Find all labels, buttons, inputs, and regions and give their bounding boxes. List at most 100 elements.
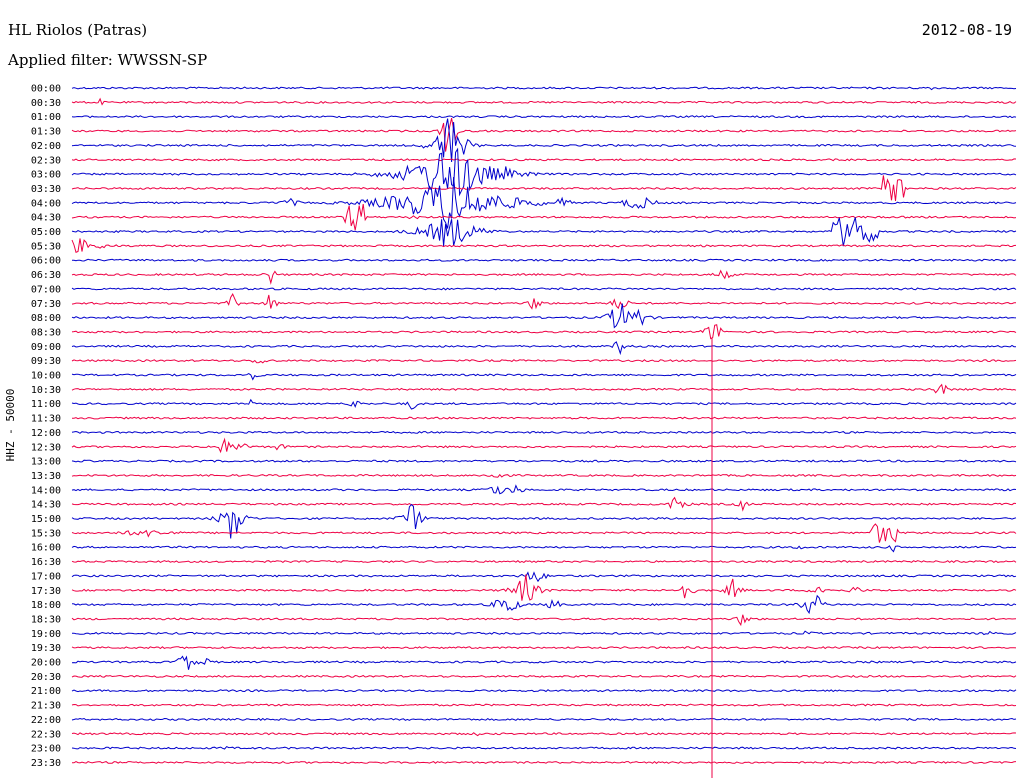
trace-row (71, 674, 1017, 678)
trace-row (71, 118, 1017, 163)
trace-row (71, 614, 1017, 627)
trace-row (71, 437, 1017, 454)
trace-row (71, 416, 1017, 420)
row-time-label: 20:30 (31, 672, 61, 683)
trace-row (71, 430, 1017, 434)
trace-row (71, 97, 1017, 106)
trace-row (71, 560, 1017, 564)
filter-label: Applied filter: WWSSN-SP (8, 51, 208, 69)
trace-row (71, 760, 1017, 764)
trace-row (71, 383, 1017, 394)
row-time-label: 17:30 (31, 586, 61, 597)
row-time-label: 23:30 (31, 758, 61, 769)
trace-row (71, 359, 1017, 364)
trace-row (71, 594, 1017, 615)
row-time-label: 08:30 (31, 327, 61, 338)
row-time-label: 21:30 (31, 701, 61, 712)
row-time-label: 13:00 (31, 457, 61, 468)
trace-row (71, 717, 1017, 721)
trace-row (71, 269, 1017, 285)
trace-row (71, 117, 1017, 152)
trace-row (71, 341, 1017, 356)
trace-row (71, 630, 1017, 636)
row-time-label: 11:00 (31, 399, 61, 410)
trace-row (71, 496, 1017, 512)
trace-row (71, 158, 1017, 162)
trace-row (71, 217, 1017, 247)
row-time-label: 09:00 (31, 342, 61, 353)
row-time-label: 16:00 (31, 543, 61, 554)
row-time-label: 21:00 (31, 686, 61, 697)
row-time-label: 18:00 (31, 600, 61, 611)
trace-row (71, 655, 1017, 670)
trace-row (71, 703, 1017, 707)
row-time-label: 07:00 (31, 284, 61, 295)
row-time-label: 04:30 (31, 213, 61, 224)
row-time-label: 20:00 (31, 658, 61, 669)
trace-row (71, 238, 1017, 253)
trace-row (71, 175, 1017, 201)
trace-row (71, 324, 1017, 340)
trace-row (71, 373, 1017, 381)
trace-row (71, 303, 1017, 329)
row-time-label: 00:00 (31, 84, 61, 95)
row-time-label: 10:30 (31, 385, 61, 396)
trace-row (71, 689, 1017, 693)
trace-row (71, 176, 1017, 229)
row-time-label: 23:00 (31, 744, 61, 755)
trace-row (71, 545, 1017, 553)
row-time-label: 22:00 (31, 715, 61, 726)
row-time-label: 14:00 (31, 485, 61, 496)
row-time-label: 06:00 (31, 256, 61, 267)
trace-row (71, 287, 1017, 291)
row-time-label: 01:00 (31, 112, 61, 123)
trace-row (71, 115, 1017, 119)
row-time-label: 08:00 (31, 313, 61, 324)
row-time-label: 01:30 (31, 127, 61, 138)
row-time-label: 14:30 (31, 500, 61, 511)
row-time-label: 04:00 (31, 198, 61, 209)
row-time-label: 00:30 (31, 98, 61, 109)
trace-row (71, 398, 1017, 410)
trace-row (71, 745, 1017, 750)
row-time-label: 16:30 (31, 557, 61, 568)
row-time-label: 13:30 (31, 471, 61, 482)
trace-row (71, 484, 1017, 495)
row-time-label: 22:30 (31, 729, 61, 740)
trace-row (71, 503, 1017, 539)
row-time-label: 17:00 (31, 571, 61, 582)
row-time-label: 15:30 (31, 528, 61, 539)
trace-row (71, 473, 1017, 478)
plot-date: 2012-08-19 (921, 21, 1012, 39)
row-time-label: 05:00 (31, 227, 61, 238)
row-time-label: 10:00 (31, 371, 61, 382)
row-time-label: 11:30 (31, 414, 61, 425)
row-time-label: 02:00 (31, 141, 61, 152)
row-time-label: 18:30 (31, 614, 61, 625)
trace-row (71, 86, 1017, 91)
row-time-label: 05:30 (31, 241, 61, 252)
trace-row (71, 523, 1017, 543)
row-time-label: 09:30 (31, 356, 61, 367)
row-time-label: 15:00 (31, 514, 61, 525)
row-time-label: 02:30 (31, 155, 61, 166)
station-title: HL Riolos (Patras) (8, 21, 148, 39)
trace-row (71, 147, 1017, 197)
trace-row (71, 459, 1017, 463)
y-axis-label: HHZ - 50000 (4, 389, 17, 462)
trace-row (71, 732, 1017, 737)
row-time-label: 07:30 (31, 299, 61, 310)
trace-row (71, 574, 1017, 601)
row-time-label: 06:30 (31, 270, 61, 281)
row-time-label: 12:30 (31, 442, 61, 453)
row-time-label: 12:00 (31, 428, 61, 439)
row-time-label: 03:00 (31, 170, 61, 181)
trace-row (71, 646, 1017, 650)
trace-row (71, 571, 1017, 583)
row-time-label: 03:30 (31, 184, 61, 195)
row-time-label: 19:00 (31, 629, 61, 640)
trace-row (71, 293, 1016, 310)
trace-row (71, 258, 1017, 262)
trace-row (71, 204, 1017, 231)
